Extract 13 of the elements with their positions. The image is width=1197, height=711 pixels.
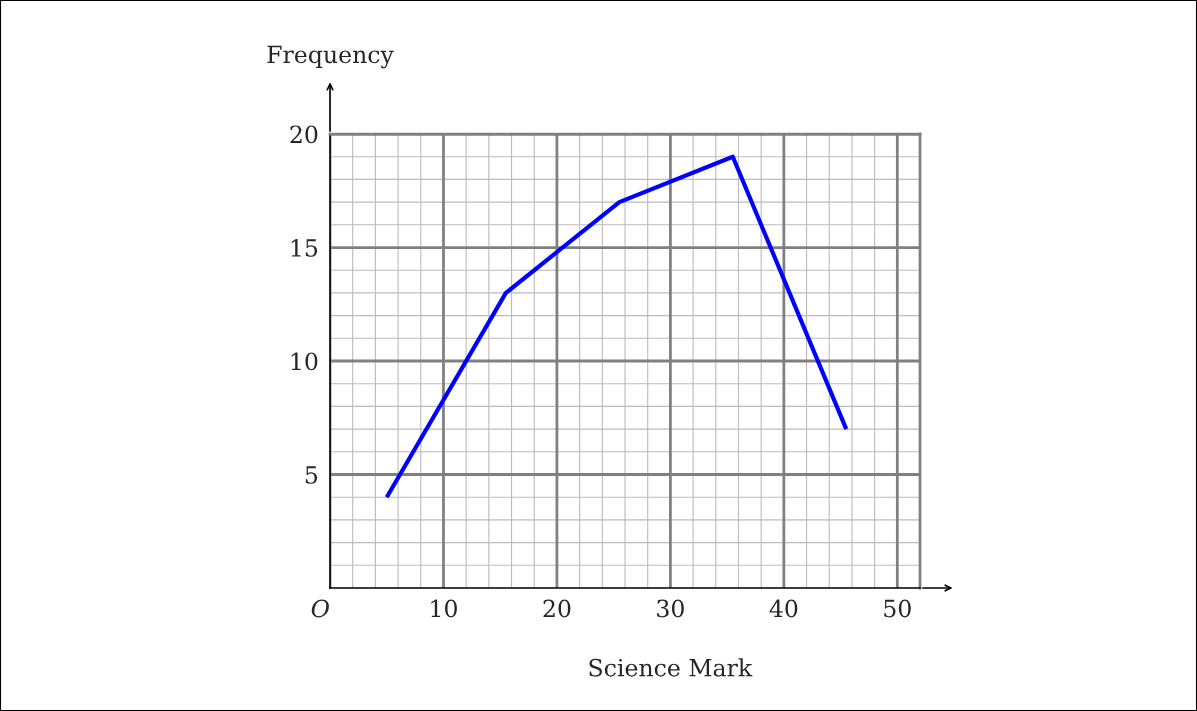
x-tick-label: 40	[769, 599, 798, 618]
y-tick-label: 20	[290, 125, 318, 144]
x-axis-title: Science Mark	[589, 658, 753, 677]
x-tick-label: 10	[431, 599, 457, 618]
y-axis-title: Frequency	[267, 45, 394, 69]
y-tick-label: 5	[305, 466, 318, 484]
y-tick-label: 15	[291, 238, 318, 257]
x-tick-label: O	[311, 599, 329, 618]
x-tick-label: 20	[543, 599, 571, 618]
x-tick-label: 50	[884, 599, 911, 618]
x-tick-label: 30	[657, 599, 684, 618]
y-tick-label: 10	[291, 352, 318, 371]
line-series	[384, 154, 849, 500]
